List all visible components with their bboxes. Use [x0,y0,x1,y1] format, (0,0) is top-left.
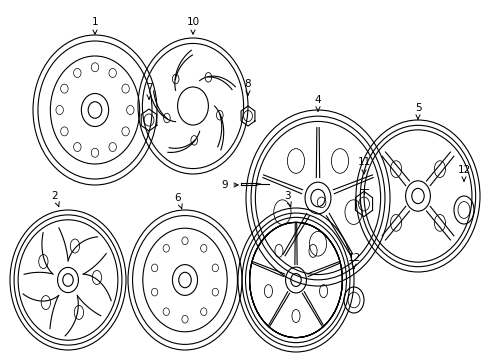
Text: 3: 3 [283,191,291,207]
Text: 5: 5 [414,103,421,119]
Text: 8: 8 [244,79,251,95]
Text: 10: 10 [186,17,199,34]
Text: 6: 6 [174,193,182,209]
Text: 9: 9 [221,180,238,190]
Text: 12: 12 [456,165,469,181]
Text: 1: 1 [92,17,98,34]
Text: 7: 7 [145,83,152,99]
Text: 11: 11 [357,157,370,174]
Text: 12: 12 [346,253,360,269]
Text: 2: 2 [52,191,59,207]
Text: 4: 4 [314,95,321,111]
